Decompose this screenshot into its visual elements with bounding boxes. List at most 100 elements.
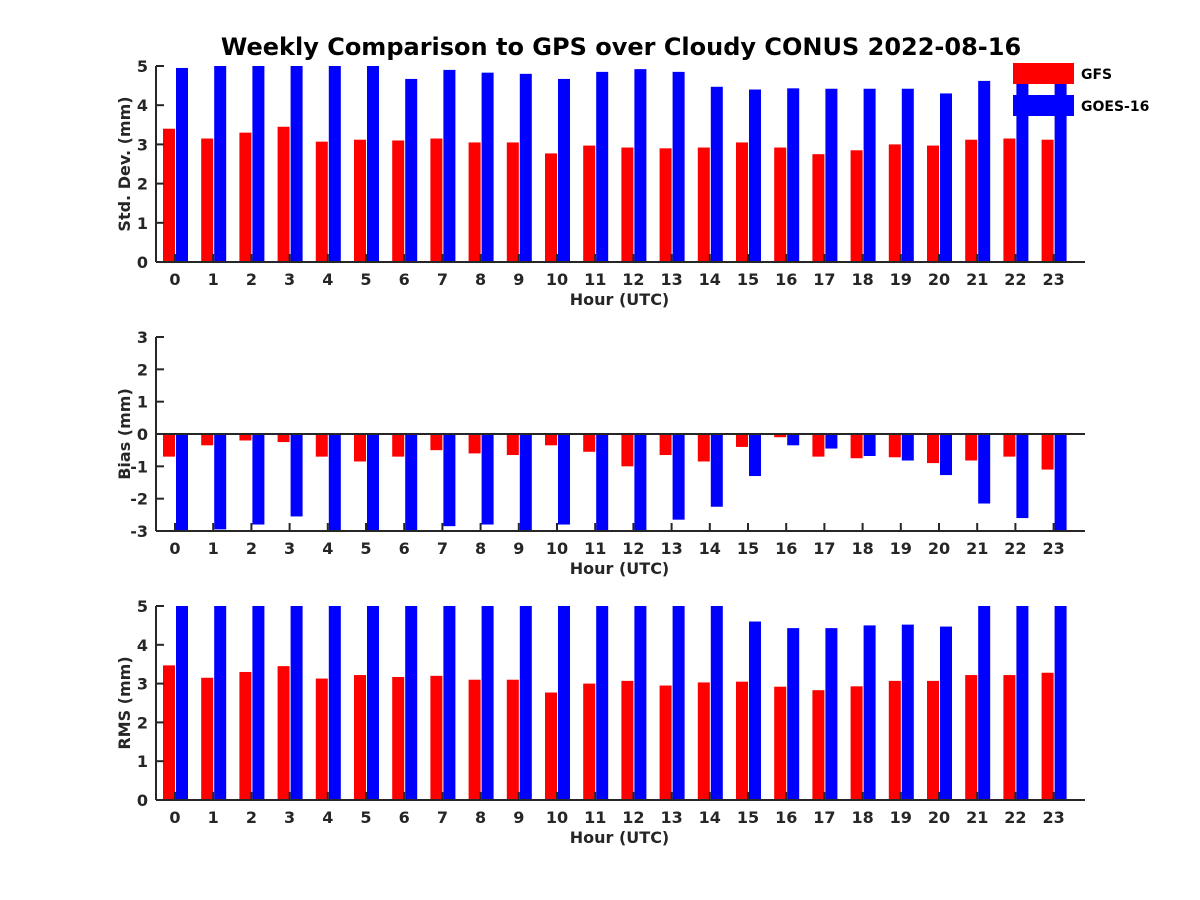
x-tick-label: 23 — [1042, 539, 1064, 558]
bar-goes-16-hour-13 — [672, 434, 685, 520]
legend-swatch-gfs — [1013, 63, 1074, 84]
bar-gfs-hour-4 — [315, 434, 328, 457]
bar-gfs-hour-7 — [430, 434, 443, 451]
bar-goes-16-hour-9 — [519, 606, 532, 800]
x-tick-label: 18 — [851, 539, 873, 558]
bar-goes-16-hour-9 — [519, 434, 532, 531]
y-tick-label: 4 — [137, 96, 148, 115]
x-axis-label: Hour (UTC) — [570, 290, 670, 309]
y-tick-label: 2 — [137, 175, 148, 194]
bar-gfs-hour-23 — [1041, 672, 1054, 800]
bar-goes-16-hour-14 — [710, 86, 723, 262]
x-tick-label: 17 — [813, 808, 835, 827]
x-tick-label: 19 — [890, 270, 912, 289]
bar-gfs-hour-13 — [659, 434, 672, 456]
y-tick-label: 0 — [137, 425, 148, 444]
bar-gfs-hour-3 — [277, 666, 290, 800]
x-tick-label: 10 — [546, 270, 568, 289]
x-tick-label: 16 — [775, 270, 797, 289]
bar-gfs-hour-6 — [392, 677, 405, 800]
bar-gfs-hour-0 — [163, 665, 175, 800]
x-tick-label: 10 — [546, 808, 568, 827]
y-tick-label: 2 — [137, 360, 148, 379]
bar-goes-16-hour-0 — [176, 606, 188, 800]
x-tick-label: 1 — [208, 270, 219, 289]
x-tick-label: 8 — [475, 808, 486, 827]
bar-gfs-hour-16 — [774, 686, 787, 800]
bar-goes-16-hour-16 — [787, 88, 800, 262]
bar-goes-16-hour-5 — [367, 434, 379, 531]
bar-gfs-hour-1 — [201, 138, 214, 262]
x-tick-label: 7 — [437, 270, 448, 289]
bar-gfs-hour-12 — [621, 147, 634, 262]
x-tick-label: 4 — [322, 270, 333, 289]
x-tick-label: 12 — [622, 270, 644, 289]
bar-gfs-hour-17 — [812, 434, 825, 457]
bar-goes-16-hour-20 — [940, 434, 952, 476]
x-tick-label: 2 — [246, 270, 257, 289]
bar-goes-16-hour-20 — [940, 93, 952, 262]
bar-goes-16-hour-16 — [787, 628, 800, 800]
x-tick-label: 15 — [737, 270, 759, 289]
bar-gfs-hour-5 — [354, 434, 366, 462]
x-tick-label: 4 — [322, 539, 333, 558]
bar-gfs-hour-13 — [659, 148, 672, 262]
bar-gfs-hour-10 — [545, 434, 557, 446]
bar-gfs-hour-18 — [850, 686, 863, 800]
bar-gfs-hour-0 — [163, 434, 175, 457]
x-tick-label: 8 — [475, 270, 486, 289]
x-tick-label: 3 — [284, 808, 295, 827]
bar-goes-16-hour-1 — [214, 434, 227, 530]
bar-gfs-hour-8 — [468, 679, 481, 800]
y-tick-label: 3 — [137, 328, 148, 347]
x-tick-label: 1 — [208, 808, 219, 827]
x-tick-label: 20 — [928, 539, 950, 558]
bar-gfs-hour-9 — [506, 434, 519, 456]
bar-goes-16-hour-5 — [367, 606, 379, 800]
bar-goes-16-hour-17 — [825, 628, 838, 800]
bar-goes-16-hour-3 — [290, 606, 303, 800]
x-tick-label: 13 — [660, 539, 682, 558]
bar-goes-16-hour-2 — [252, 434, 265, 525]
x-tick-label: 4 — [322, 808, 333, 827]
bar-gfs-hour-12 — [621, 434, 634, 467]
x-axis-label: Hour (UTC) — [570, 828, 670, 847]
bar-gfs-hour-19 — [888, 144, 901, 262]
x-tick-label: 9 — [513, 539, 524, 558]
x-tick-label: 8 — [475, 539, 486, 558]
x-tick-label: 13 — [660, 270, 682, 289]
bar-gfs-hour-14 — [697, 682, 710, 800]
chart-title: Weekly Comparison to GPS over Cloudy CON… — [221, 33, 1021, 61]
bar-gfs-hour-10 — [545, 153, 557, 262]
bar-goes-16-hour-17 — [825, 434, 838, 449]
bar-gfs-hour-23 — [1041, 139, 1054, 262]
legend-swatch-goes-16 — [1013, 95, 1074, 116]
bar-goes-16-hour-17 — [825, 88, 838, 263]
bar-gfs-hour-18 — [850, 434, 863, 459]
y-tick-label: -3 — [130, 522, 148, 541]
bar-gfs-hour-0 — [163, 128, 175, 262]
bar-goes-16-hour-11 — [596, 71, 609, 262]
bar-goes-16-hour-13 — [672, 606, 685, 800]
x-tick-label: 17 — [813, 539, 835, 558]
bar-gfs-hour-13 — [659, 685, 672, 800]
bar-goes-16-hour-3 — [290, 434, 303, 517]
x-tick-label: 16 — [775, 808, 797, 827]
bar-goes-16-hour-19 — [901, 624, 914, 800]
bar-goes-16-hour-14 — [710, 606, 723, 800]
x-tick-label: 22 — [1004, 270, 1026, 289]
bar-gfs-hour-19 — [888, 680, 901, 800]
bar-gfs-hour-5 — [354, 139, 366, 262]
bar-gfs-hour-1 — [201, 677, 214, 800]
bar-gfs-hour-22 — [1003, 434, 1016, 457]
bar-goes-16-hour-12 — [634, 434, 647, 531]
bar-gfs-hour-10 — [545, 692, 557, 800]
x-tick-label: 10 — [546, 539, 568, 558]
bar-gfs-hour-11 — [583, 683, 596, 800]
bar-gfs-hour-6 — [392, 140, 405, 262]
bar-goes-16-hour-12 — [634, 69, 647, 262]
